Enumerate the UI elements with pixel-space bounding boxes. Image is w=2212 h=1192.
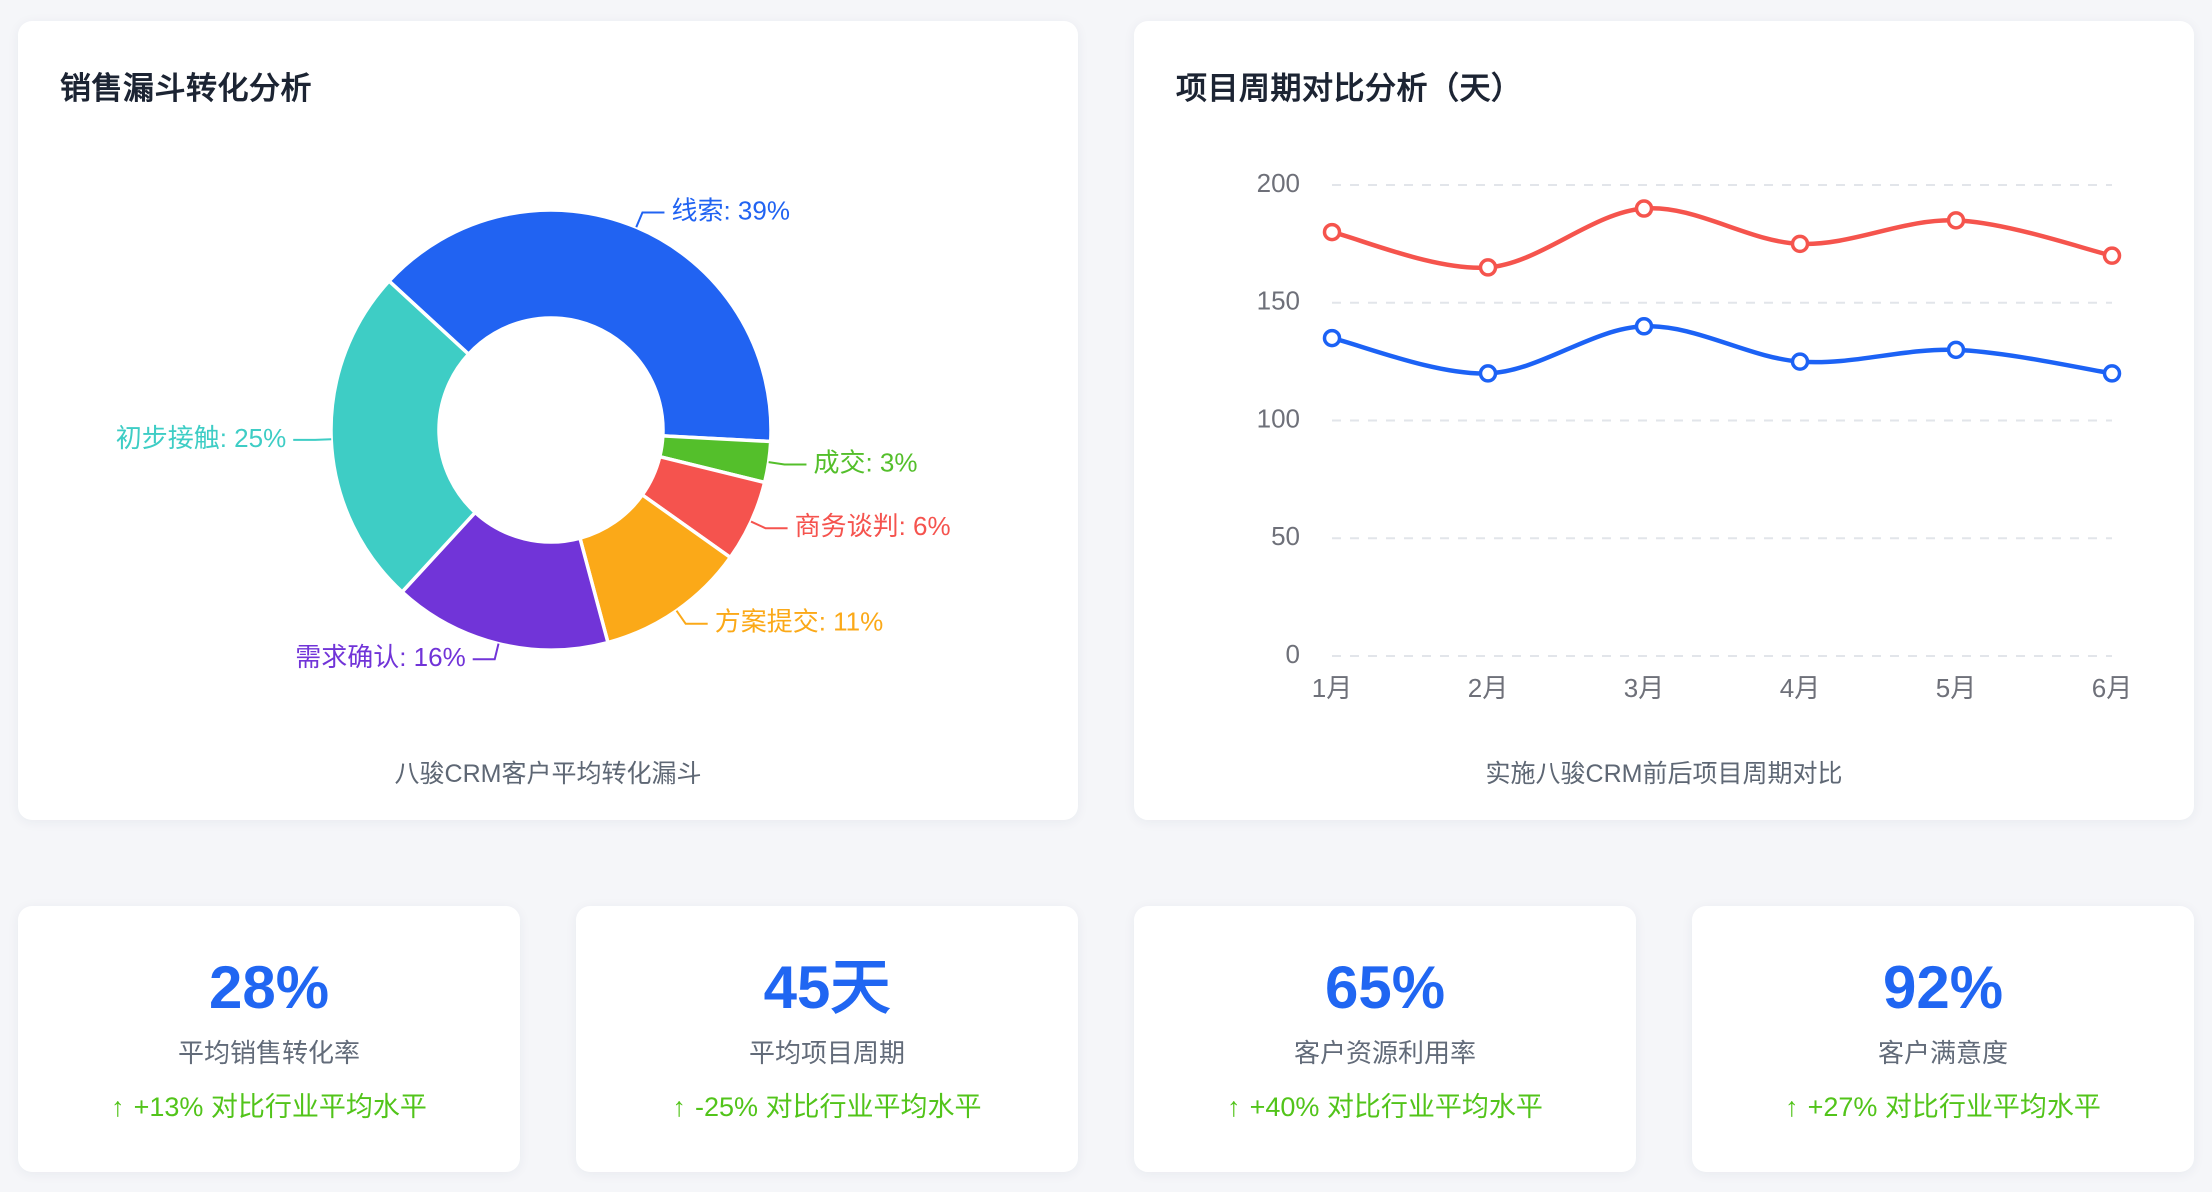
trend-text: -25% 对比行业平均水平: [694, 1091, 982, 1122]
data-point[interactable]: [1634, 199, 1654, 218]
slice-label-line: [293, 438, 332, 441]
line-series: [1329, 324, 2115, 376]
slice-label: 商务谈判: 6%: [795, 511, 951, 541]
stat-label: 平均销售转化率: [177, 1037, 360, 1068]
data-point[interactable]: [1946, 340, 1966, 360]
slice-label-line: [768, 461, 807, 466]
donut-slice[interactable]: [387, 208, 773, 444]
donut-slice[interactable]: [400, 510, 610, 652]
trend-up-icon: ↑: [1785, 1091, 1799, 1122]
slice-label-line: [472, 643, 500, 661]
data-point[interactable]: [1946, 211, 1966, 230]
slice-label: 成交: 3%: [813, 447, 917, 477]
project-cycle-title: 项目周期对比分析（天）: [1176, 71, 1523, 106]
trend-text: +27% 对比行业平均水平: [1807, 1091, 2101, 1122]
x-axis-tick-label: 3月: [1624, 673, 1664, 703]
trend-up-icon: ↑: [111, 1091, 125, 1122]
trend-text: +13% 对比行业平均水平: [133, 1091, 427, 1122]
sales-funnel-title: 销售漏斗转化分析: [60, 71, 312, 106]
data-point[interactable]: [1478, 364, 1498, 383]
stat-value: 65%: [1324, 953, 1446, 1021]
slice-label-line: [750, 520, 788, 530]
slice-label-line: [635, 211, 665, 228]
stat-value: 45天: [763, 953, 891, 1021]
data-point[interactable]: [1634, 317, 1654, 336]
data-point[interactable]: [2102, 364, 2122, 383]
slice-label: 初步接触: 25%: [116, 423, 287, 453]
slice-label: 需求确认: 16%: [295, 642, 466, 672]
sales-funnel-caption: 八骏CRM客户平均转化漏斗: [394, 760, 702, 788]
stat-trend: ↑ +13% 对比行业平均水平: [111, 1091, 427, 1122]
data-point[interactable]: [1790, 352, 1810, 371]
project-cycle-card: 项目周期对比分析（天） 0 50 100 150 200 1月 2月 3月 4月 5月 6月 实施八…: [1134, 21, 2194, 820]
trend-text: +40% 对比行业平均水平: [1249, 1091, 1543, 1122]
stat-card-project-cycle: 45天 平均项目周期 ↑ -25% 对比行业平均水平: [576, 906, 1078, 1172]
kpi-row: 28% 平均销售转化率 ↑ +13% 对比行业平均水平 45天 平均项目周期 ↑ -…: [18, 906, 2194, 1172]
y-axis-tick-label: 100: [1257, 403, 1300, 433]
x-axis-tick-label: 1月: [1312, 673, 1352, 703]
slice-label: 线索: 39%: [671, 195, 790, 225]
stat-value: 28%: [208, 953, 330, 1021]
line-series: [1329, 206, 2115, 270]
stat-card-customer-satisfaction: 92% 客户满意度 ↑ +27% 对比行业平均水平: [1692, 906, 2194, 1172]
donut-slice[interactable]: [329, 279, 477, 594]
stat-trend: ↑ -25% 对比行业平均水平: [672, 1091, 982, 1122]
sales-funnel-card: 销售漏斗转化分析 线索: 39% 成交: 3% 商务谈判: 6% 方案提交: 11% 需…: [18, 21, 1078, 820]
stat-value: 92%: [1882, 953, 2004, 1021]
data-point[interactable]: [1322, 222, 1342, 242]
data-point[interactable]: [1478, 258, 1498, 277]
trend-up-icon: ↑: [1227, 1091, 1241, 1122]
charts-row: 销售漏斗转化分析 线索: 39% 成交: 3% 商务谈判: 6% 方案提交: 11% 需…: [18, 21, 2194, 820]
y-axis-tick-label: 50: [1271, 521, 1300, 551]
stat-label: 客户资源利用率: [1293, 1037, 1476, 1068]
slice-label-line: [675, 610, 708, 625]
y-axis-tick-label: 150: [1257, 286, 1300, 316]
stat-label: 平均项目周期: [748, 1037, 905, 1068]
sales-funnel-donut-chart[interactable]: 线索: 39% 成交: 3% 商务谈判: 6% 方案提交: 11% 需求确认: 16% 初…: [18, 21, 1078, 820]
x-axis-tick-label: 2月: [1468, 673, 1508, 703]
project-cycle-caption: 实施八骏CRM前后项目周期对比: [1485, 760, 1843, 788]
data-point[interactable]: [2102, 246, 2122, 265]
stat-trend: ↑ +40% 对比行业平均水平: [1227, 1091, 1543, 1122]
y-axis-tick-label: 200: [1257, 168, 1300, 198]
stat-trend: ↑ +27% 对比行业平均水平: [1785, 1091, 2101, 1122]
project-cycle-line-chart[interactable]: 0 50 100 150 200 1月 2月 3月 4月 5月 6月: [1134, 21, 2194, 820]
data-point[interactable]: [1790, 234, 1810, 254]
y-axis-tick-label: 0: [1286, 639, 1300, 669]
x-axis-tick-label: 4月: [1780, 673, 1820, 703]
slice-label: 方案提交: 11%: [715, 607, 884, 637]
stat-card-resource-utilization: 65% 客户资源利用率 ↑ +40% 对比行业平均水平: [1134, 906, 1636, 1172]
x-axis-tick-label: 6月: [2092, 673, 2132, 703]
stat-label: 客户满意度: [1877, 1037, 2008, 1068]
trend-up-icon: ↑: [672, 1091, 686, 1122]
stat-card-conversion-rate: 28% 平均销售转化率 ↑ +13% 对比行业平均水平: [18, 906, 520, 1172]
x-axis-tick-label: 5月: [1936, 673, 1976, 703]
data-point[interactable]: [1322, 328, 1342, 348]
